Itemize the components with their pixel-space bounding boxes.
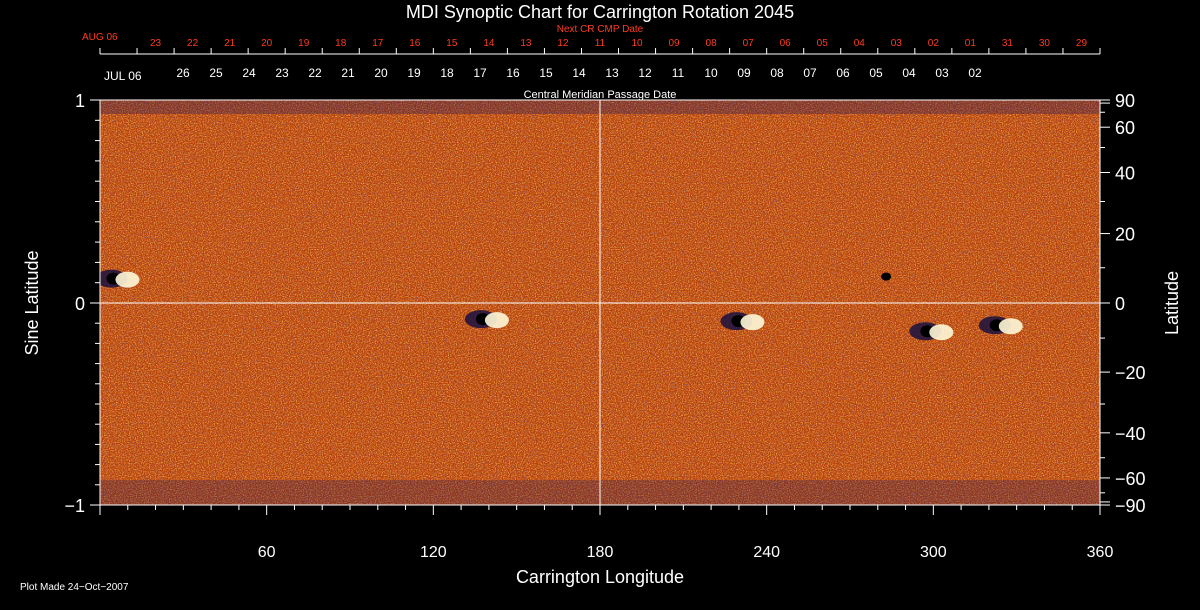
y-right-tick-label: −40 (1115, 424, 1146, 444)
next-cr-date-label: 30 (1039, 38, 1051, 49)
cmp-date-label: 16 (506, 66, 520, 80)
cmp-date-label: 05 (869, 66, 883, 80)
next-cr-start-label: AUG 06 (82, 32, 118, 43)
y-axis-left-label: Sine Latitude (22, 250, 42, 355)
next-cr-date-label: 15 (446, 38, 458, 49)
active-region-positive (929, 324, 954, 341)
next-cr-date-label: 22 (187, 38, 199, 49)
plot-made-footer: Plot Made 24−Oct−2007 (20, 582, 129, 593)
x-tick-label: 360 (1087, 544, 1114, 561)
cmp-date-label: 09 (737, 66, 751, 80)
next-cr-date-label: 14 (483, 38, 495, 49)
next-cr-date-label: 17 (372, 38, 384, 49)
next-cr-date-label: 05 (817, 38, 829, 49)
cmp-date-label: 17 (473, 66, 487, 80)
next-cr-date-label: 08 (706, 38, 718, 49)
next-cr-date-label: 06 (780, 38, 792, 49)
next-cr-date-label: 12 (557, 38, 569, 49)
cmp-date-label: 18 (440, 66, 454, 80)
next-cr-date-label: 04 (854, 38, 866, 49)
cmp-date-label: 07 (803, 66, 817, 80)
cmp-date-label: 08 (770, 66, 784, 80)
active-region-positive (998, 318, 1023, 335)
cmp-date-label: 24 (242, 66, 256, 80)
x-axis: 60 120 180 240 300 360 (99, 505, 1114, 561)
next-cr-date-label: 31 (1002, 38, 1014, 49)
y-right-tick-label: 20 (1115, 225, 1135, 245)
x-tick-label: 60 (258, 544, 276, 561)
next-cr-date-label: 09 (669, 38, 681, 49)
next-cr-date-label: 21 (224, 38, 236, 49)
next-cr-date-label: 11 (595, 38, 606, 49)
x-tick-label: 180 (587, 544, 614, 561)
active-region-positive (740, 314, 765, 331)
next-cr-date-label: 10 (631, 38, 643, 49)
y-right-tick-label: 40 (1115, 164, 1135, 184)
cmp-date-label: 10 (704, 66, 718, 80)
y-left-tick-label: −1 (64, 496, 85, 516)
next-cr-date-label: 07 (743, 38, 755, 49)
cmp-date-label: 23 (275, 66, 289, 80)
x-axis-label: Carrington Longitude (516, 567, 684, 587)
y-left-tick-label: 0 (75, 294, 85, 314)
y-right-tick-label: 90 (1115, 91, 1135, 111)
next-cr-date-label: 19 (298, 38, 310, 49)
x-tick-label: 240 (753, 544, 780, 561)
next-cr-date-label: 02 (928, 38, 940, 49)
cmp-date-label: 14 (572, 66, 586, 80)
cmp-date-label: 21 (341, 66, 355, 80)
cmp-date-label: 25 (209, 66, 223, 80)
cmp-date-label: 26 (176, 66, 190, 80)
cmp-start-label: JUL 06 (104, 69, 142, 83)
next-cr-date-label: 16 (409, 38, 421, 49)
y-right-tick-label: −90 (1115, 496, 1146, 516)
next-cr-date-label: 03 (891, 38, 903, 49)
y-right-tick-label: −20 (1115, 363, 1146, 383)
y-axis-right: 90 60 40 20 0 −20 −40 −60 −90 (1100, 91, 1146, 516)
next-cr-date-label: 18 (335, 38, 347, 49)
next-cr-date-label: 29 (1076, 38, 1088, 49)
cmp-date-label: 19 (407, 66, 421, 80)
cmp-date-label: 12 (638, 66, 652, 80)
y-axis-left: 1 0 −1 (64, 91, 100, 516)
cmp-axis-label: Central Meridian Passage Date (524, 89, 677, 101)
y-right-tick-label: −60 (1115, 469, 1146, 489)
cmp-axis: 26 25 24 23 22 21 20 19 18 17 16 15 14 13 12 11 10 09 08 07… (176, 66, 982, 80)
cmp-date-label: 22 (308, 66, 322, 80)
active-region-negative (881, 272, 892, 281)
cmp-date-label: 06 (836, 66, 850, 80)
next-cr-date-label: 01 (965, 38, 977, 49)
y-left-tick-label: 1 (75, 91, 85, 111)
cmp-date-label: 04 (902, 66, 916, 80)
next-cr-axis: 23 22 21 20 19 18 17 16 15 14 13 12 11 10 09 08 07 06 05 04… (99, 38, 1101, 55)
active-region-positive (484, 312, 509, 329)
next-cr-date-label: 20 (261, 38, 273, 49)
x-tick-label: 300 (920, 544, 947, 561)
y-axis-right-label: Latitude (1162, 271, 1182, 335)
cmp-date-label: 13 (605, 66, 619, 80)
cmp-date-label: 02 (968, 66, 982, 80)
cmp-date-label: 03 (935, 66, 949, 80)
next-cr-axis-label: Next CR CMP Date (557, 24, 644, 35)
y-right-tick-label: 60 (1115, 118, 1135, 138)
active-region-positive (115, 271, 140, 288)
next-cr-date-label: 23 (150, 38, 162, 49)
cmp-date-label: 15 (539, 66, 553, 80)
cmp-date-label: 20 (374, 66, 388, 80)
x-tick-label: 120 (420, 544, 447, 561)
y-right-tick-label: 0 (1115, 294, 1125, 314)
next-cr-date-label: 13 (520, 38, 532, 49)
cmp-date-label: 11 (672, 66, 685, 80)
chart-title: MDI Synoptic Chart for Carrington Rotati… (406, 2, 794, 22)
